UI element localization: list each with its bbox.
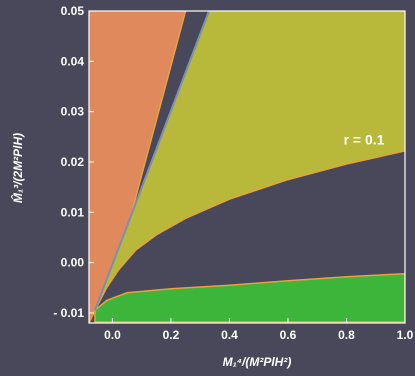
- x-axis-label: M₁⁴/(M²PlH²): [223, 355, 292, 369]
- y-tick-label: 0.00: [61, 256, 85, 270]
- plot-frame: [88, 10, 406, 324]
- x-tick-label: 0.4: [221, 328, 238, 342]
- y-tick-label: 0.04: [61, 54, 85, 68]
- x-tick-label: 0.2: [163, 328, 180, 342]
- plot-regions: [89, 11, 405, 323]
- y-tick-label: 0.02: [61, 155, 85, 169]
- y-tick-label: - 0.01: [53, 306, 84, 320]
- x-tick-label: 0.6: [280, 328, 297, 342]
- y-tick-label: 0.05: [61, 4, 85, 18]
- y-axis: - 0.01 0.00 0.01 0.02 0.03 0.04 0.05: [53, 4, 94, 320]
- region-yellow_region: [94, 11, 405, 311]
- x-tick-label: 0.0: [104, 328, 121, 342]
- x-tick-label: 1.0: [397, 328, 414, 342]
- boundary-line: [93, 11, 210, 311]
- y-axis-label: M̂₁³/(2M²PlH): [10, 133, 25, 203]
- x-tick-label: 0.8: [338, 328, 355, 342]
- x-axis: 0.0 0.2 0.4 0.6 0.8 1.0: [104, 318, 414, 342]
- annotation-label: r = 0.1: [344, 131, 385, 147]
- region-green_region: [94, 272, 405, 323]
- y-tick-label: 0.01: [61, 205, 85, 219]
- y-tick-label: 0.03: [61, 105, 85, 119]
